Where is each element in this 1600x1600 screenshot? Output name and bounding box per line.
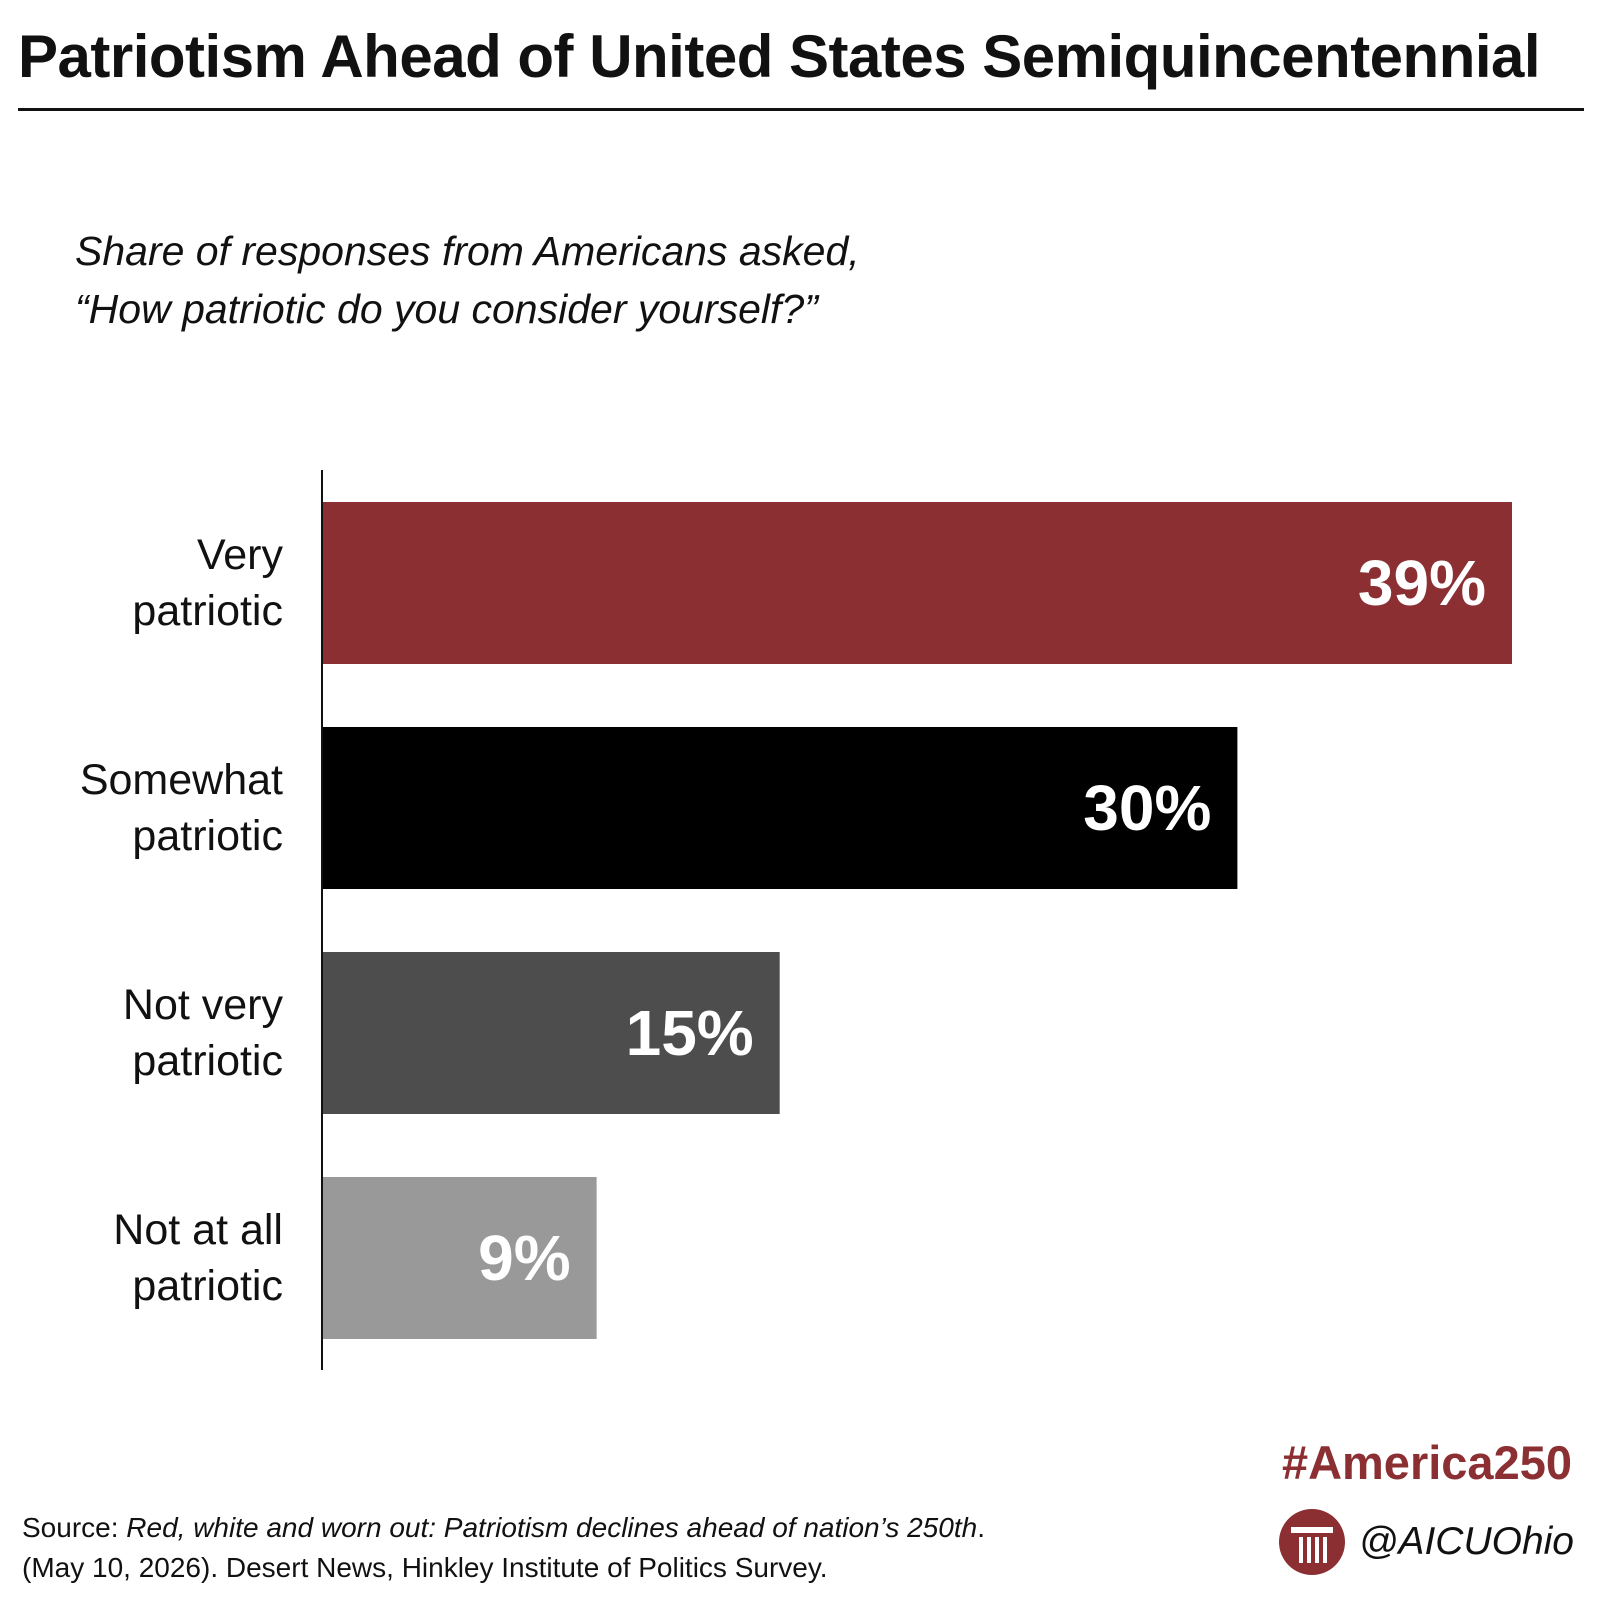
- brand-handle: @AICUOhio: [1277, 1509, 1574, 1575]
- category-label-line: patriotic: [132, 1262, 283, 1310]
- bar-2: [322, 727, 1238, 889]
- bar-3: [322, 952, 780, 1114]
- category-label-line: Not at all: [113, 1206, 283, 1254]
- chart-subtitle-line-1: Share of responses from Americans asked,: [75, 228, 860, 274]
- title-divider: [18, 108, 1584, 111]
- bar-chart: 39% Very patriotic 30% Somewhat patriotic 15% N…: [80, 470, 1512, 1370]
- category-label-3: Not very patriotic: [123, 981, 284, 1085]
- bar-value-label-3: 15%: [626, 997, 754, 1069]
- category-label-1: Very patriotic: [132, 531, 283, 635]
- category-label-line: Not very: [123, 981, 284, 1029]
- category-label-line: patriotic: [132, 812, 283, 860]
- chart-subtitle-line-2: “How patriotic do you consider yourself?…: [75, 286, 818, 332]
- source-title-end: .: [977, 1512, 985, 1543]
- bar-value-label-2: 30%: [1083, 772, 1211, 844]
- source-line-1: Source: Red, white and worn out: Patriot…: [22, 1512, 985, 1544]
- chart-title: Patriotism Ahead of United States Semiqu…: [18, 23, 1541, 90]
- category-label-line: Very: [197, 531, 284, 579]
- social-handle: @AICUOhio: [1358, 1520, 1574, 1563]
- category-label-line: patriotic: [132, 587, 283, 635]
- source-label: Source:: [22, 1512, 127, 1543]
- source-article-title: Red, white and worn out: Patriotism decl…: [126, 1512, 978, 1543]
- category-label-line: patriotic: [132, 1037, 283, 1085]
- category-label-2: Somewhat patriotic: [80, 756, 283, 860]
- category-label-4: Not at all patriotic: [113, 1206, 283, 1310]
- bar-value-label-1: 39%: [1358, 547, 1486, 619]
- aicu-column-logo-icon: [1278, 1509, 1345, 1575]
- bar-4: [322, 1177, 597, 1339]
- hashtag: #America250: [1281, 1436, 1572, 1489]
- bar-1: [322, 502, 1512, 664]
- source-line-2: (May 10, 2026). Desert News, Hinkley Ins…: [22, 1552, 828, 1583]
- bar-value-label-4: 9%: [478, 1222, 571, 1294]
- category-label-line: Somewhat: [80, 756, 283, 804]
